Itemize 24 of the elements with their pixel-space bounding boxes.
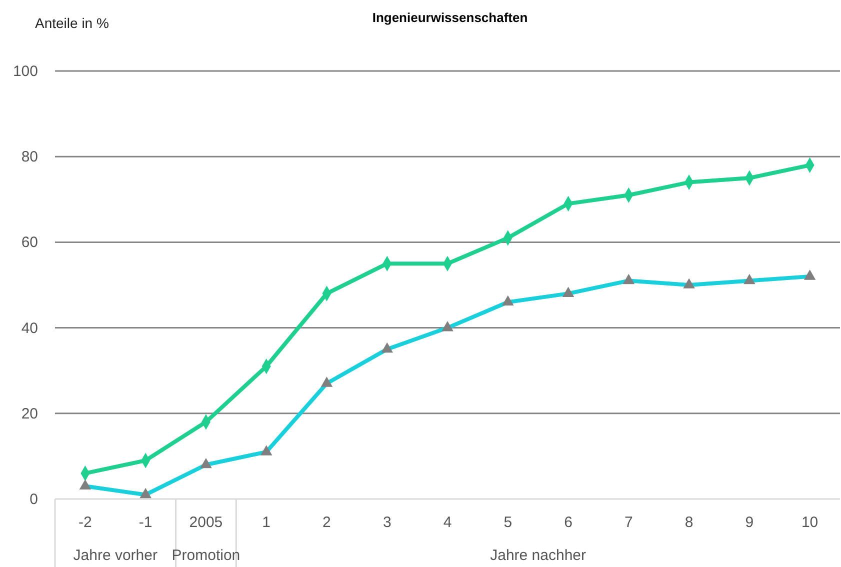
x-tick-label: 5 — [504, 514, 512, 531]
x-tick-label: 7 — [624, 514, 633, 531]
x-tick-label: 10 — [801, 514, 818, 531]
y-tick-label: 0 — [30, 491, 38, 508]
x-tick-label: 2 — [322, 514, 331, 531]
x-tick-label: -1 — [138, 514, 152, 531]
text: Promotion — [172, 547, 240, 564]
y-tick-label: 80 — [21, 148, 38, 166]
y-tick-label: 60 — [21, 234, 38, 252]
x-tick-label: 6 — [564, 514, 572, 531]
text: Jahre nachher — [490, 547, 586, 564]
y-tick-label: 40 — [21, 320, 38, 337]
x-tick-label: 3 — [382, 514, 392, 531]
text: Jahre vorher — [73, 547, 158, 564]
y-tick-label: 20 — [21, 405, 38, 422]
x-tick-label: 8 — [684, 514, 694, 531]
x-tick-label: 9 — [745, 514, 754, 531]
x-tick-label: 4 — [443, 514, 452, 531]
x-tick-label: 1 — [262, 514, 271, 531]
y-axis-title: Anteile in % — [35, 15, 109, 31]
x-tick-label: 2005 — [189, 514, 223, 531]
x-tick-label: -2 — [78, 514, 92, 531]
y-tick-label: 100 — [12, 63, 38, 80]
chart-title: Ingenieurwissenschaften — [372, 10, 528, 25]
